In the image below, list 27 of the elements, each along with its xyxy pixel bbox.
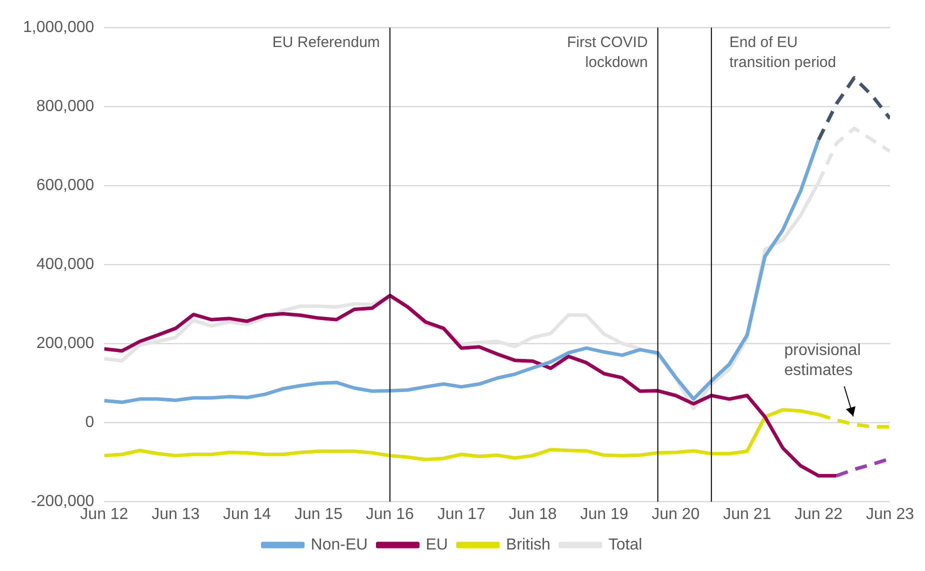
line-series	[816, 76, 890, 142]
legend-label: Total	[608, 536, 642, 554]
x-tick-label: Jun 12	[80, 506, 128, 523]
ref-line-label: First COVID lockdown	[566, 34, 648, 72]
x-tick-label: Jun 21	[723, 506, 772, 523]
legend-label: EU	[426, 536, 448, 554]
x-tick-label: Jun 22	[794, 506, 843, 523]
y-tick-label: 0	[85, 414, 94, 432]
x-tick-label: Jun 15	[294, 506, 343, 523]
y-tick-label: 400,000	[36, 256, 94, 274]
y-tick-label: 600,000	[36, 177, 94, 194]
x-tick-label: Jun 13	[152, 506, 200, 523]
x-tick-label: Jun 23	[866, 506, 914, 523]
y-tick-label: 1,000,000	[22, 19, 94, 36]
x-tick-label: Jun 16	[366, 506, 414, 523]
y-tick-label: 800,000	[36, 98, 94, 116]
x-tick-label: Jun 20	[652, 506, 700, 523]
legend-label: British	[506, 536, 550, 554]
x-tick-label: Jun 18	[508, 506, 557, 523]
x-tick-label: Jun 19	[580, 506, 628, 523]
x-tick-label: Jun 14	[223, 506, 272, 523]
ref-line-label: End of EU transition period	[729, 34, 836, 72]
legend-label: Non-EU	[310, 536, 368, 554]
ref-line-label: EU Referendum	[272, 34, 380, 52]
x-tick-label: Jun 17	[437, 506, 486, 523]
y-tick-label: 200,000	[36, 335, 94, 352]
annotation: provisional estimates	[784, 342, 861, 379]
